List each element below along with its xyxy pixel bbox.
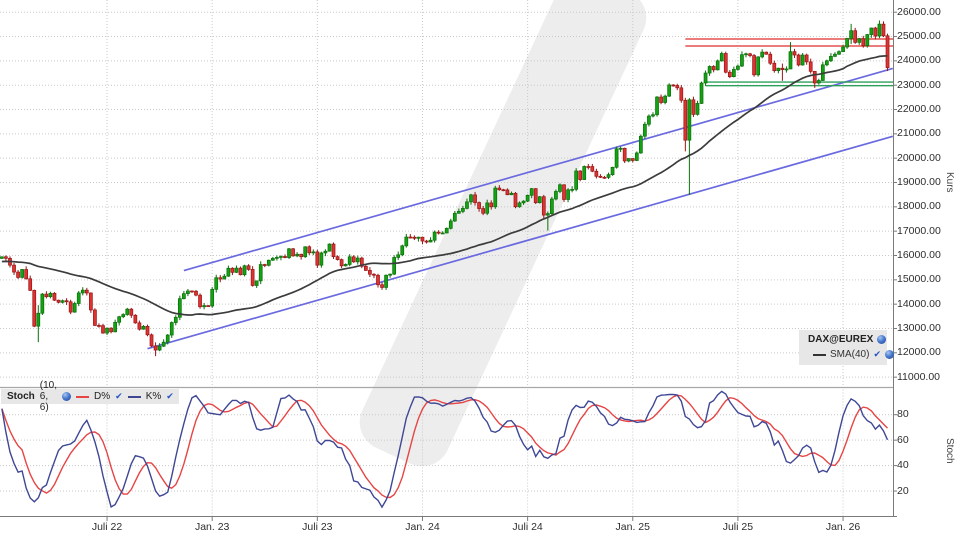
stoch-tick-label: 20 xyxy=(897,484,909,497)
date-tick-label: Jan. 25 xyxy=(615,521,650,533)
date-tick-label: Jan. 24 xyxy=(405,521,440,533)
stoch-indicator-name: Stoch xyxy=(7,391,35,402)
date-tick-label: Juli 25 xyxy=(722,521,754,533)
sma-line xyxy=(1,55,888,316)
stoch-axis-title: Stoch xyxy=(944,438,955,464)
stochastic-legend: Stoch (10, 6, 6) D% ✔ K% ✔ xyxy=(1,380,179,413)
trend-channel-lines xyxy=(147,67,894,350)
price-tick-label: 25000.00 xyxy=(897,30,941,43)
price-tick-label: 24000.00 xyxy=(897,54,941,67)
date-tick-label: Jan. 26 xyxy=(825,521,861,533)
price-tick-label: 15000.00 xyxy=(897,273,941,286)
stochastic-chart-area[interactable] xyxy=(0,389,893,517)
d-line-sample xyxy=(76,395,90,398)
sma-line-sample xyxy=(813,353,826,356)
stoch-tick-label: 80 xyxy=(897,408,909,421)
stoch-params: (10, 6, 6) xyxy=(39,380,58,413)
price-tick-label: 18000.00 xyxy=(897,200,941,213)
instrument-globe-icon[interactable] xyxy=(877,335,887,344)
candlesticks xyxy=(0,20,890,357)
d-line xyxy=(1,394,888,499)
price-tick-label: 12000.00 xyxy=(897,346,941,359)
price-tick-label: 17000.00 xyxy=(897,224,941,237)
stoch-tick-label: 40 xyxy=(897,459,909,472)
sma-globe-icon[interactable] xyxy=(885,350,894,359)
price-chart-area[interactable] xyxy=(0,0,893,387)
d-visibility-checkmark[interactable]: ✔ xyxy=(115,391,123,401)
price-tick-label: 23000.00 xyxy=(897,78,941,91)
k-label: K% xyxy=(145,391,162,402)
price-tick-label: 16000.00 xyxy=(897,249,941,261)
k-line xyxy=(1,390,889,509)
k-line-sample xyxy=(127,395,141,398)
d-label: D% xyxy=(94,391,111,402)
price-axis-title: Kurs xyxy=(944,172,955,193)
price-tick-label: 14000.00 xyxy=(897,297,941,310)
date-tick-label: Juli 24 xyxy=(512,521,543,533)
sma-visibility-checkmark[interactable]: ✔ xyxy=(873,349,881,359)
stochastic-lines xyxy=(1,390,889,509)
instrument-symbol-label: DAX@EUREX xyxy=(808,334,874,345)
price-tick-label: 11000.00 xyxy=(897,370,941,383)
date-tick-label: Jan. 23 xyxy=(194,521,230,533)
price-tick-label: 22000.00 xyxy=(897,103,941,116)
instrument-legend: DAX@EUREX SMA(40) ✔ xyxy=(799,330,894,365)
price-tick-label: 19000.00 xyxy=(897,176,941,188)
date-tick-label: Juli 23 xyxy=(302,521,333,533)
stoch-tick-label: 60 xyxy=(897,433,909,446)
price-tick-label: 26000.00 xyxy=(897,5,941,18)
k-visibility-checkmark[interactable]: ✔ xyxy=(166,391,174,401)
sma-label: SMA(40) xyxy=(830,349,870,360)
stoch-globe-icon[interactable] xyxy=(62,392,72,401)
price-tick-label: 13000.00 xyxy=(897,321,941,334)
date-tick-label: Juli 22 xyxy=(91,521,123,533)
price-tick-label: 20000.00 xyxy=(897,151,941,164)
axes xyxy=(0,0,897,521)
price-tick-label: 21000.00 xyxy=(897,127,941,140)
